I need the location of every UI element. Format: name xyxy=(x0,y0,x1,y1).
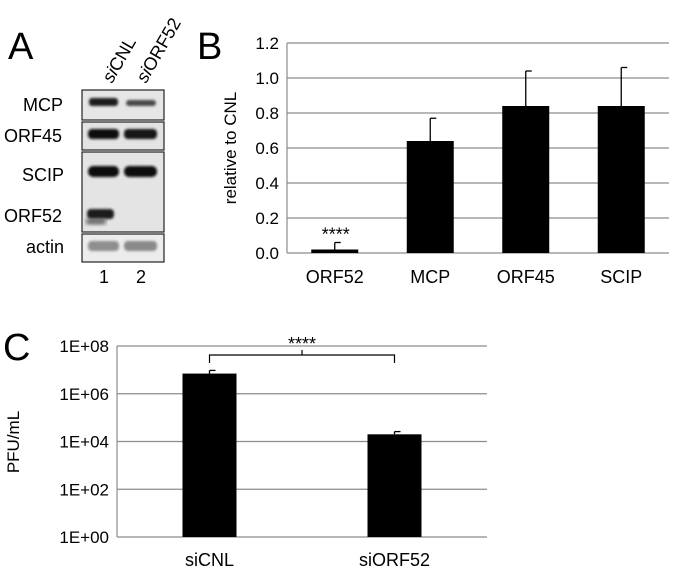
significance-bracket xyxy=(208,354,396,363)
significance-marker: **** xyxy=(322,225,350,245)
lane-number-1: 1 xyxy=(99,267,109,287)
panel-b: B relative to CNL 0.0 0.2 0.4 0.6 0.8 1.0 1.2 O… xyxy=(197,26,669,287)
panel-c: C PFU/mL 1E+00 1E+02 1E+04 1E+06 1E+08 siCNL s… xyxy=(3,327,487,570)
x-tick-label: ORF45 xyxy=(497,267,555,287)
bar-orf45 xyxy=(502,106,550,253)
panel-a-letter: A xyxy=(8,26,34,68)
lane-header-1: siCNL xyxy=(98,34,140,86)
panel-a: A siCNL siORF52 MCP ORF45 SCIP ORF52 act… xyxy=(4,14,185,287)
blot-strip-mcp xyxy=(81,89,165,121)
bar-siorf52 xyxy=(367,434,422,537)
blot-strip-scip-orf52 xyxy=(81,151,165,233)
chart-c-y-axis-label: PFU/mL xyxy=(4,411,23,473)
lane-number-2: 2 xyxy=(136,267,146,287)
x-tick-label: siORF52 xyxy=(359,550,430,570)
y-tick-label: 1.0 xyxy=(255,69,279,88)
lane-header-2-rest: ORF52 xyxy=(139,14,185,74)
y-tick-label: 0.2 xyxy=(255,209,279,228)
y-tick-label: 1E+00 xyxy=(59,528,109,547)
y-tick-label: 1E+04 xyxy=(59,433,109,452)
y-tick-label: 1E+06 xyxy=(59,385,109,404)
y-tick-label: 0.4 xyxy=(255,174,279,193)
bar-orf52 xyxy=(311,249,359,253)
blot-label-mcp: MCP xyxy=(23,95,63,115)
y-tick-label: 0.0 xyxy=(255,244,279,263)
chart-b: 0.0 0.2 0.4 0.6 0.8 1.0 1.2 ORF52 MCP ORF45 SCIP **… xyxy=(255,34,669,287)
blot-label-scip: SCIP xyxy=(22,165,64,185)
blot-strip-orf45 xyxy=(81,121,165,151)
panel-b-letter: B xyxy=(197,26,222,68)
x-tick-label: ORF52 xyxy=(306,267,364,287)
y-tick-label: 0.6 xyxy=(255,139,279,158)
y-tick-label: 1.2 xyxy=(255,34,279,53)
y-tick-label: 1E+08 xyxy=(59,337,109,356)
bar-sicnl xyxy=(182,373,237,537)
chart-c: 1E+00 1E+02 1E+04 1E+06 1E+08 siCNL siORF52 ***… xyxy=(59,334,487,570)
x-tick-label: siCNL xyxy=(185,550,234,570)
blot-label-orf45: ORF45 xyxy=(4,126,62,146)
y-tick-label: 1E+02 xyxy=(59,480,109,499)
chart-b-y-axis-label: relative to CNL xyxy=(221,92,240,204)
lane-header-1-rest: CNL xyxy=(105,34,140,75)
blot-label-orf52: ORF52 xyxy=(4,206,62,226)
blot-label-actin: actin xyxy=(26,237,64,257)
lane-header-2: siORF52 xyxy=(132,14,185,86)
significance-marker: **** xyxy=(288,334,316,354)
blot-strip-actin xyxy=(81,233,165,263)
x-tick-label: SCIP xyxy=(600,267,642,287)
bar-mcp xyxy=(406,141,454,253)
y-tick-label: 0.8 xyxy=(255,104,279,123)
panel-c-letter: C xyxy=(3,327,30,369)
bar-scip xyxy=(597,106,645,253)
x-tick-label: MCP xyxy=(410,267,450,287)
